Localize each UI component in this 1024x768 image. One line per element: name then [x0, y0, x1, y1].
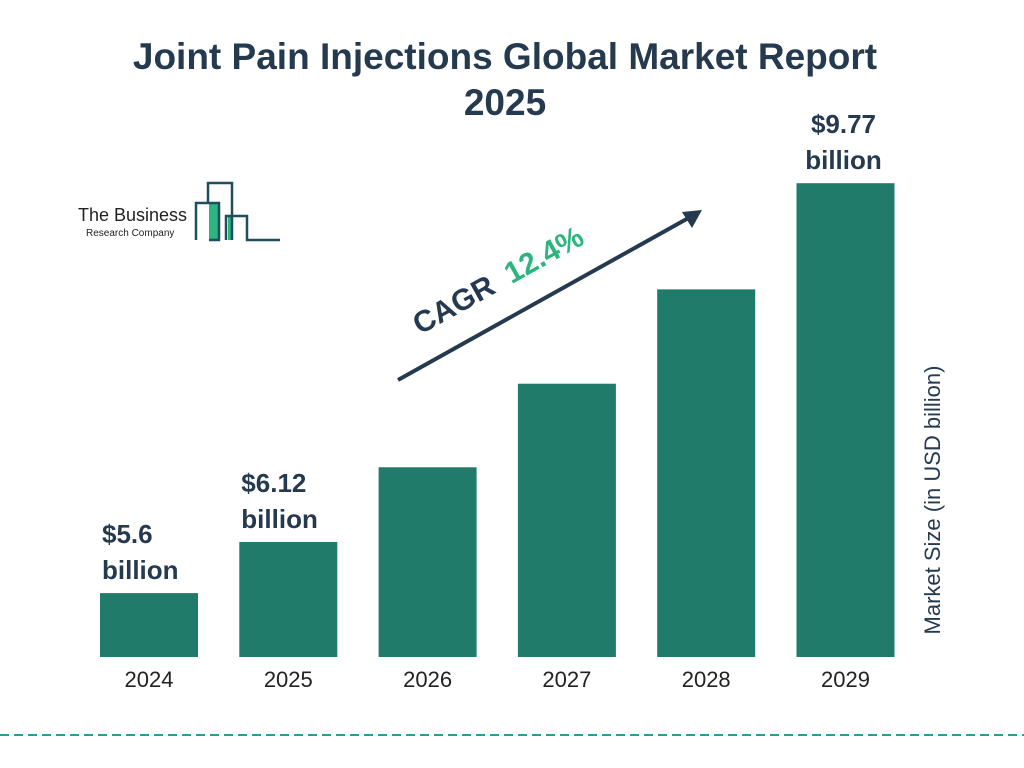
logo-subtext: Research Company — [86, 228, 175, 239]
chart-title: Joint Pain Injections Global Market Repo… — [132, 36, 878, 123]
logo-icon — [194, 181, 280, 242]
data-label-unit: billion — [102, 555, 179, 585]
x-tick-label: 2025 — [264, 667, 313, 692]
bar-2029 — [796, 183, 895, 657]
bar-2026 — [378, 467, 477, 657]
cagr-arrow — [397, 210, 702, 382]
x-tick-label: 2024 — [125, 667, 174, 692]
data-label-value: $5.6 — [102, 519, 153, 549]
data-label-value: $6.12 — [241, 468, 306, 498]
bar-2025 — [239, 541, 338, 657]
logo-text: The Business — [78, 205, 188, 225]
x-tick-label: 2027 — [542, 667, 591, 692]
bar-2028 — [657, 289, 756, 657]
x-tick-label: 2028 — [682, 667, 731, 692]
bar-2027 — [517, 383, 616, 657]
x-tick-label: 2029 — [821, 667, 870, 692]
data-label-unit: billion — [805, 145, 882, 175]
data-label-unit: billion — [241, 504, 318, 534]
x-tick-label: 2026 — [403, 667, 452, 692]
data-label-value: $9.77 — [811, 109, 876, 139]
bar-2024 — [100, 593, 198, 657]
